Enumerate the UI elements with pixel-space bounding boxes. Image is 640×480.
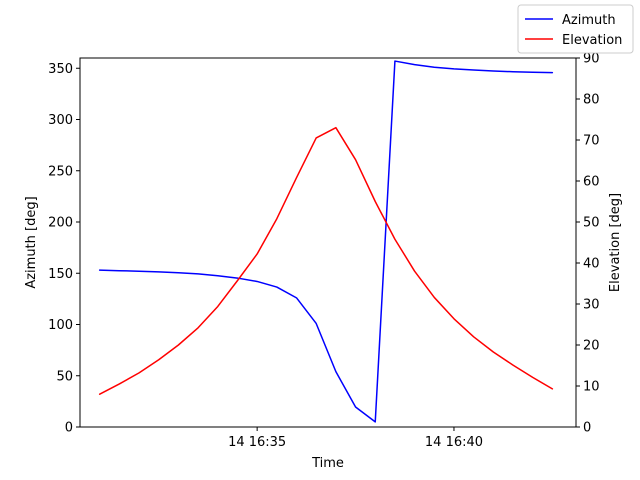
series-line-elevation — [98, 126, 554, 395]
y-left-tick-label: 0 — [65, 421, 73, 436]
y-left-tick-label: 50 — [56, 369, 73, 384]
plot-frame — [79, 57, 577, 428]
series-layer — [98, 60, 554, 423]
x-axis-ticks: 14 16:35 14 16:40 — [228, 427, 483, 450]
plot-background — [80, 58, 576, 427]
y-left-tick-label: 300 — [48, 113, 73, 128]
y-right-tick-label: 50 — [583, 216, 600, 231]
y-left-tick-label: 150 — [48, 267, 73, 282]
legend-label-azimuth: Azimuth — [562, 13, 616, 28]
y-left-tick-label: 250 — [48, 164, 73, 179]
y-left-tick-label: 200 — [48, 216, 73, 231]
legend-box — [517, 4, 634, 54]
x-tick-label: 14 16:40 — [425, 435, 483, 450]
y-right-tick-label: 90 — [583, 52, 600, 67]
y-right-tick-label: 0 — [583, 421, 591, 436]
x-axis-label: Time — [311, 456, 344, 471]
series-line-azimuth — [98, 60, 554, 423]
legend-label-elevation: Elevation — [562, 33, 622, 48]
y-axis-left-label: Azimuth [deg] — [24, 196, 39, 288]
y-right-tick-label: 20 — [583, 339, 600, 354]
legend: Azimuth Elevation — [517, 4, 634, 54]
y-right-tick-label: 70 — [583, 134, 600, 149]
y-left-tick-label: 350 — [48, 62, 73, 77]
y-left-tick-label: 100 — [48, 318, 73, 333]
x-tick-label: 14 16:35 — [228, 435, 286, 450]
y-axis-right-ticks: 0 10 20 30 40 50 60 70 80 90 — [576, 52, 600, 436]
y-right-tick-label: 10 — [583, 380, 600, 395]
y-right-tick-label: 80 — [583, 93, 600, 108]
y-right-tick-label: 30 — [583, 298, 600, 313]
y-right-tick-label: 40 — [583, 257, 600, 272]
y-axis-right-label: Elevation [deg] — [608, 193, 623, 292]
y-right-tick-label: 60 — [583, 175, 600, 190]
y-axis-left-ticks: 0 50 100 150 200 250 300 350 — [48, 62, 80, 436]
